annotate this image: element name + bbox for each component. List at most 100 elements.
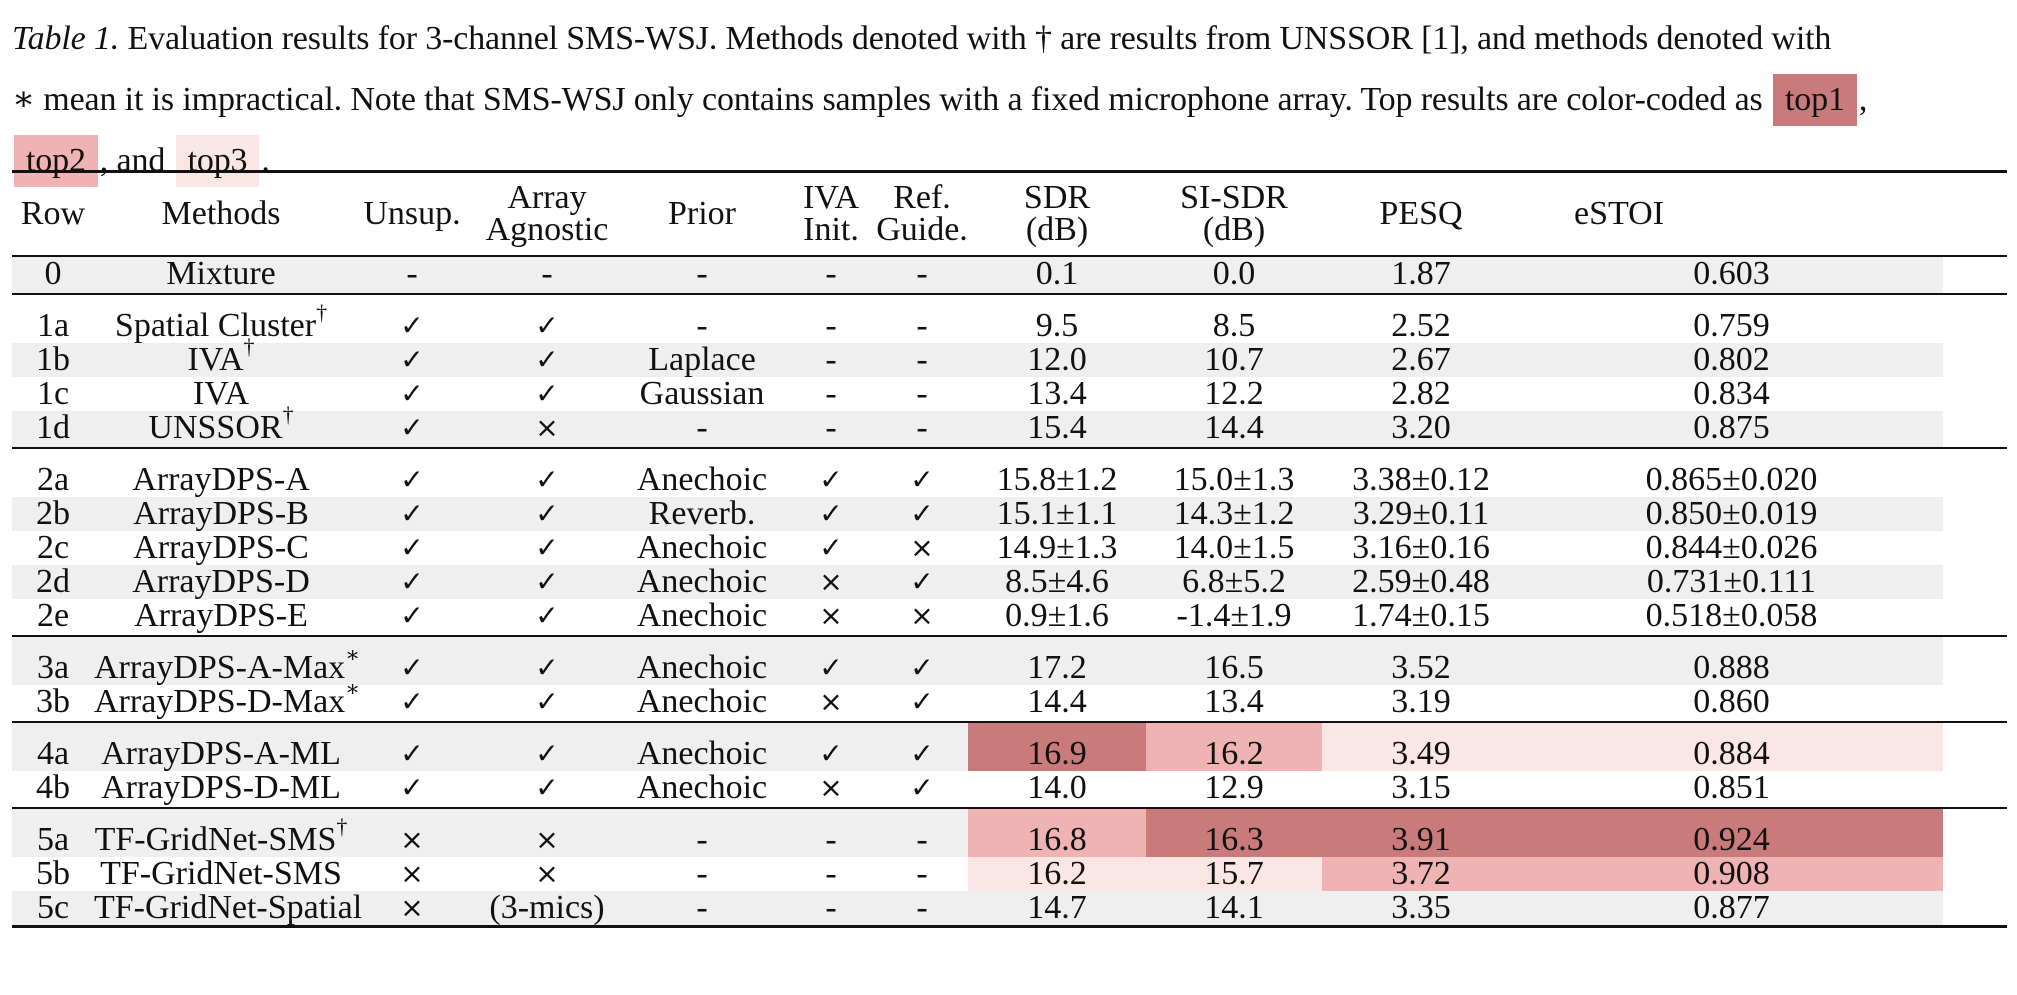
cell-row-id: 2b — [12, 497, 94, 531]
cell-ref: - — [916, 375, 928, 412]
cell-unsup: ✓ — [348, 599, 476, 637]
cell-sdr: 15.4 — [968, 411, 1146, 449]
cell-prior: - — [618, 256, 786, 295]
cell-sisdr: 14.4 — [1146, 411, 1322, 449]
cell-estoi: 0.802 — [1520, 343, 1943, 377]
method-name: ArrayDPS-A — [132, 461, 310, 498]
cell-array: ✓ — [535, 531, 559, 564]
cell-ref: - — [916, 307, 928, 344]
method-name: ArrayDPS-E — [134, 597, 308, 634]
table-row: 3a ArrayDPS-A-Max∗ ✓ ✓ Anechoic ✓ ✓ 17.2 16.5 3.5… — [12, 636, 2007, 685]
table-row: 2d ArrayDPS-D ✓ ✓ Anechoic × ✓ 8.5±4.6 6.8±5.2 2.… — [12, 565, 2007, 599]
cell-prior: - — [618, 891, 786, 928]
cell-pesq: 1.87 — [1322, 256, 1520, 295]
table-row: 2e ArrayDPS-E ✓ ✓ Anechoic × × 0.9±1.6 -1.4±1.9 1… — [12, 597, 2007, 637]
table-row: 1c IVA ✓ ✓ Gaussian - - 13.4 12.2 2.82 0.834 — [12, 377, 2007, 411]
cell-sdr: 14.0 — [968, 771, 1146, 809]
cell-blank — [1943, 256, 2007, 295]
cell-unsup: ✓ — [348, 722, 476, 771]
cell-unsup: × — [400, 857, 424, 890]
method-name: ArrayDPS-A-ML — [101, 735, 341, 772]
cell-array: ✓ — [476, 771, 618, 809]
method-footnote-mark: † — [316, 299, 328, 325]
cell-ref: ✓ — [876, 497, 968, 531]
cell-array: - — [476, 256, 618, 295]
cell-pesq: 3.19 — [1322, 685, 1520, 723]
cell-blank — [1943, 599, 2007, 637]
cell-estoi: 0.884 — [1520, 722, 1943, 771]
cell-ref: ✓ — [876, 722, 968, 771]
table-row: 0 Mixture - - - - -0.1 0.0 1.87 0.603 — [12, 256, 2007, 295]
cell-sisdr: 16.2 — [1146, 722, 1322, 771]
cell-pesq: 3.91 — [1322, 808, 1520, 857]
caption-line-1: Table 1. Evaluation results for 3-channe… — [12, 8, 2007, 69]
cell-array: (3-mics) — [476, 891, 618, 928]
method-name: IVA — [192, 375, 250, 412]
cell-ref: - — [876, 411, 968, 449]
cell-row-id: 2e — [12, 599, 94, 637]
header-iva-line2: Init. — [803, 211, 859, 248]
cell-ref: - — [876, 891, 968, 928]
cell-sisdr: 14.1 — [1146, 891, 1322, 928]
cell-row-id: 5b — [36, 855, 70, 892]
header-ref-guide: Ref. Guide. — [876, 170, 968, 257]
cell-sdr: 14.4 — [968, 685, 1146, 723]
cell-prior: Anechoic — [618, 565, 786, 599]
header-sdr: SDR (dB) — [968, 170, 1146, 257]
cell-estoi: 0.731±0.111 — [1520, 565, 1943, 599]
method-footnote-mark: † — [282, 401, 294, 427]
cell-blank — [1943, 497, 2007, 531]
cell-method: ArrayDPS-A-Max∗ — [94, 636, 360, 686]
cell-method: ArrayDPS-A — [94, 448, 348, 497]
cell-sdr: 16.2 — [968, 857, 1146, 891]
cell-array: ✓ — [476, 599, 618, 637]
cell-unsup: ✓ — [348, 771, 476, 809]
cell-method: IVA† — [94, 335, 348, 377]
table-row: 1b IVA† ✓ ✓ Laplace - -12.0 10.7 2.67 0.802 — [12, 335, 2007, 377]
cell-sdr: 9.5 — [1035, 307, 1079, 344]
cell-sisdr: 12.2 — [1204, 375, 1264, 412]
header-prior: Prior — [618, 170, 786, 257]
cell-sdr: 14.7 — [968, 891, 1146, 928]
cell-pesq: 3.72 — [1322, 857, 1520, 891]
cell-ref: × — [910, 531, 934, 564]
cell-estoi: 0.888 — [1520, 636, 1943, 685]
caption-comma: , — [1858, 81, 1868, 118]
cell-unsup: × — [348, 891, 476, 928]
cell-prior: Reverb. — [618, 497, 786, 531]
cell-pesq: 1.74±0.15 — [1322, 599, 1520, 637]
cell-iva: × — [786, 685, 876, 723]
cell-row-id: 2d — [12, 565, 94, 599]
cell-blank — [1943, 377, 2007, 411]
cell-row-id: 1d — [12, 411, 94, 449]
cell-unsup: ✓ — [400, 463, 424, 496]
cell-method: ArrayDPS-D — [94, 565, 348, 599]
header-array-line2: Agnostic — [485, 211, 609, 248]
cell-array: ✓ — [535, 463, 559, 496]
cell-prior: Anechoic — [636, 461, 768, 498]
method-name: ArrayDPS-B — [133, 495, 309, 532]
table-row: 4a ArrayDPS-A-ML ✓ ✓ Anechoic ✓ ✓ 16.9 16.2 3.49 0… — [12, 722, 2007, 771]
cell-array: ✓ — [476, 565, 618, 599]
cell-pesq: 3.20 — [1322, 411, 1520, 449]
cell-method: IVA — [94, 377, 348, 411]
method-footnote-mark: ∗ — [345, 641, 361, 667]
cell-iva: × — [786, 565, 876, 599]
cell-sisdr: 13.4 — [1146, 685, 1322, 723]
caption-text-1: Evaluation results for 3-channel SMS-WSJ… — [119, 20, 1832, 57]
cell-sdr: 12.0 — [968, 343, 1146, 377]
cell-array: × — [476, 808, 618, 857]
cell-prior: Laplace — [618, 343, 786, 377]
method-name: ArrayDPS-A-Max — [94, 649, 346, 686]
cell-sdr: 16.8 — [968, 808, 1146, 857]
cell-blank — [1943, 722, 2007, 771]
cell-blank — [1943, 411, 2007, 449]
cell-unsup: ✓ — [400, 377, 424, 410]
header-sdr-line1: SDR — [1023, 179, 1091, 216]
cell-iva: ✓ — [786, 722, 876, 771]
cell-estoi: 0.518±0.058 — [1520, 599, 1943, 637]
cell-prior: Anechoic — [618, 685, 786, 723]
cell-unsup: ✓ — [348, 565, 476, 599]
table-row: 4b ArrayDPS-D-ML ✓ ✓ Anechoic × ✓ 14.0 12.9 3.15 0… — [12, 771, 2007, 809]
cell-sdr: 0.9±1.6 — [968, 599, 1146, 637]
